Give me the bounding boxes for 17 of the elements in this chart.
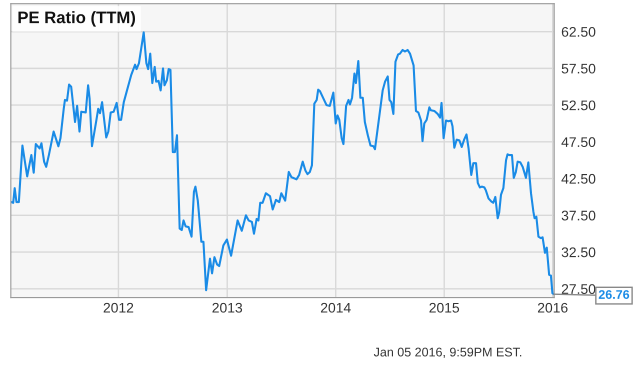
y-tick-label: 32.50 (562, 247, 596, 258)
x-tick-label: 2013 (212, 302, 242, 313)
x-tick-label: 2015 (429, 302, 460, 313)
y-tick-label: 42.50 (561, 174, 596, 184)
y-tick-label: 27.50 (562, 284, 596, 294)
y-tick-label: 37.50 (562, 210, 596, 220)
chart-title: PE Ratio (TTM) (18, 11, 136, 27)
annotation: 26.76 (598, 290, 630, 299)
x-tick-label: 2014 (320, 302, 351, 313)
y-tick-label: 62.50 (562, 26, 596, 37)
x-tick-label: 2016 (538, 302, 568, 313)
y-tick-label: 57.50 (562, 64, 596, 74)
text: Jan 05 2016, 9:59PM EST. (374, 348, 522, 358)
y-tick-label: 47.50 (561, 137, 596, 148)
line-series (10, 31, 554, 296)
y-tick-label: 52.50 (562, 100, 596, 110)
x-tick-label: 2012 (104, 302, 134, 313)
